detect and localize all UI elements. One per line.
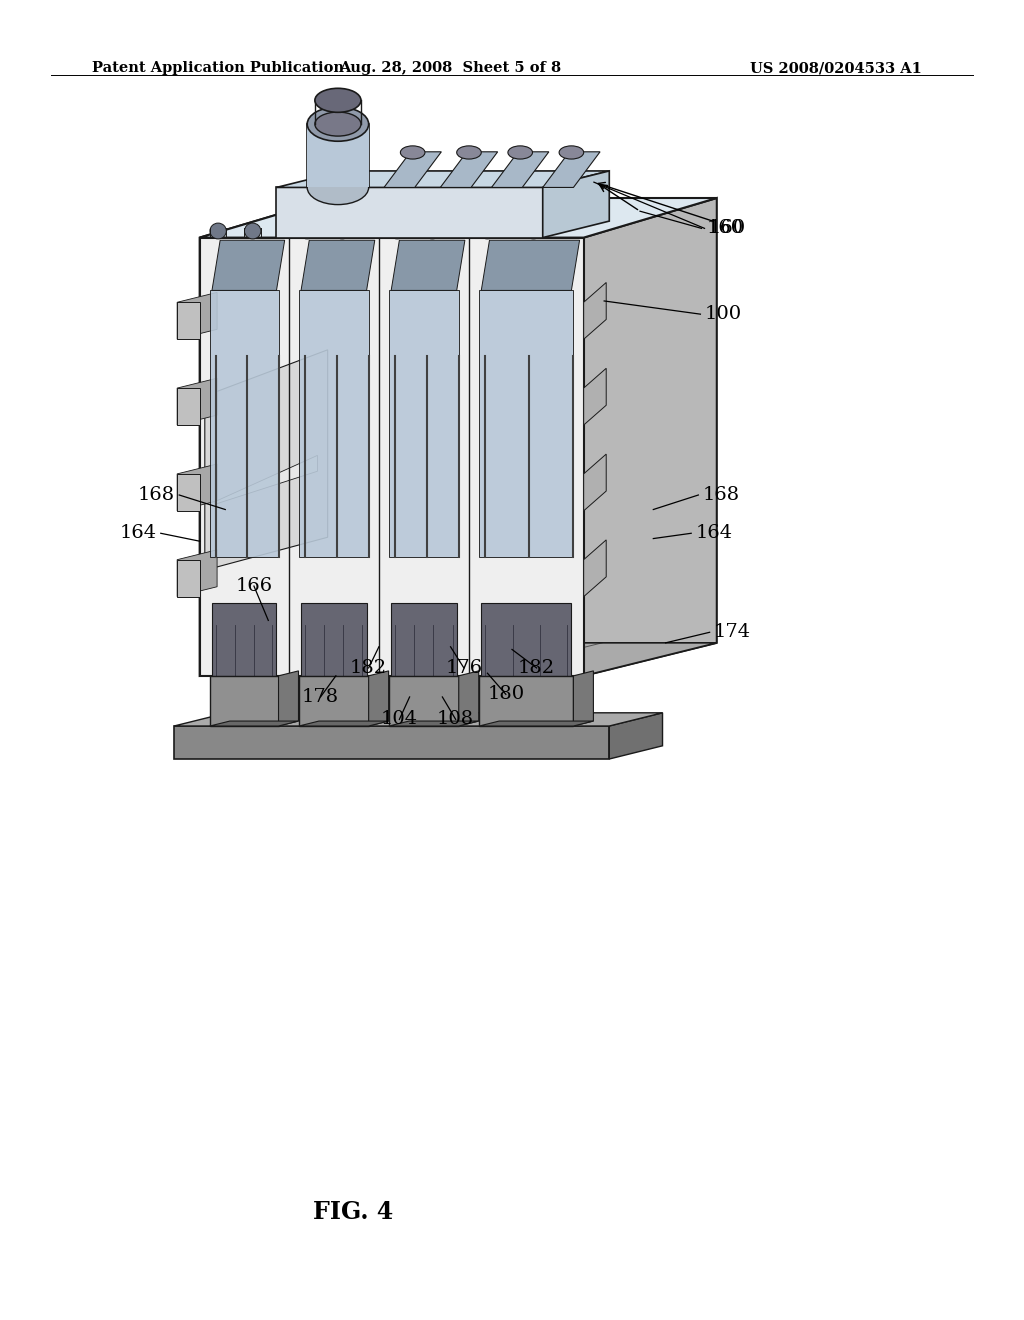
Ellipse shape — [210, 223, 226, 239]
Polygon shape — [573, 671, 593, 726]
Polygon shape — [543, 152, 600, 187]
Polygon shape — [177, 465, 217, 511]
Polygon shape — [584, 282, 606, 339]
Polygon shape — [389, 721, 479, 726]
Text: 168: 168 — [702, 486, 739, 504]
Polygon shape — [212, 240, 285, 290]
Ellipse shape — [315, 88, 361, 112]
Polygon shape — [210, 676, 279, 726]
Polygon shape — [200, 198, 333, 676]
Ellipse shape — [389, 223, 406, 239]
Polygon shape — [200, 238, 584, 676]
Text: 176: 176 — [445, 659, 482, 677]
Polygon shape — [210, 290, 279, 557]
Polygon shape — [210, 721, 299, 726]
Text: 108: 108 — [437, 710, 474, 729]
Polygon shape — [440, 152, 498, 187]
Polygon shape — [479, 676, 573, 726]
Text: Aug. 28, 2008  Sheet 5 of 8: Aug. 28, 2008 Sheet 5 of 8 — [340, 61, 561, 75]
Polygon shape — [200, 643, 717, 676]
Ellipse shape — [307, 107, 369, 141]
Polygon shape — [301, 240, 375, 290]
Ellipse shape — [525, 223, 542, 239]
Polygon shape — [389, 290, 459, 557]
Polygon shape — [391, 240, 465, 290]
Polygon shape — [481, 240, 580, 290]
Text: Patent Application Publication: Patent Application Publication — [92, 61, 344, 75]
Polygon shape — [299, 290, 369, 557]
Text: 104: 104 — [381, 710, 418, 729]
Ellipse shape — [508, 147, 532, 158]
Text: FIG. 4: FIG. 4 — [313, 1200, 393, 1224]
Text: 180: 180 — [487, 685, 524, 704]
Text: 100: 100 — [705, 305, 741, 323]
Polygon shape — [205, 350, 328, 570]
Text: 164: 164 — [120, 524, 157, 543]
Polygon shape — [174, 726, 609, 759]
Text: 164: 164 — [695, 524, 732, 543]
Text: 178: 178 — [302, 688, 339, 706]
Polygon shape — [307, 124, 369, 187]
Polygon shape — [177, 293, 217, 339]
Text: 168: 168 — [138, 486, 175, 504]
Polygon shape — [584, 198, 717, 676]
Polygon shape — [301, 603, 367, 676]
Polygon shape — [177, 379, 217, 425]
Polygon shape — [174, 713, 663, 726]
Text: 182: 182 — [350, 659, 387, 677]
Text: 174: 174 — [714, 623, 751, 642]
Polygon shape — [459, 671, 479, 726]
Polygon shape — [543, 172, 609, 238]
Polygon shape — [215, 455, 317, 504]
Text: 160: 160 — [709, 219, 745, 238]
Polygon shape — [212, 603, 276, 676]
Polygon shape — [177, 560, 200, 597]
Polygon shape — [479, 290, 573, 557]
Polygon shape — [609, 713, 663, 759]
Polygon shape — [200, 198, 717, 238]
Polygon shape — [384, 152, 441, 187]
Text: US 2008/0204533 A1: US 2008/0204533 A1 — [750, 61, 922, 75]
Polygon shape — [276, 172, 609, 187]
Text: 166: 166 — [236, 577, 272, 595]
Polygon shape — [391, 603, 457, 676]
Ellipse shape — [479, 223, 496, 239]
Ellipse shape — [299, 223, 315, 239]
Polygon shape — [299, 721, 389, 726]
Polygon shape — [389, 676, 459, 726]
Polygon shape — [481, 603, 571, 676]
Polygon shape — [177, 549, 217, 597]
Polygon shape — [584, 454, 606, 511]
Ellipse shape — [245, 223, 261, 239]
Polygon shape — [584, 540, 606, 597]
Polygon shape — [279, 671, 299, 726]
Polygon shape — [276, 187, 543, 238]
Polygon shape — [177, 388, 200, 425]
Polygon shape — [177, 302, 200, 339]
Ellipse shape — [334, 223, 350, 239]
Ellipse shape — [424, 223, 440, 239]
Ellipse shape — [559, 147, 584, 158]
Ellipse shape — [307, 170, 369, 205]
Polygon shape — [492, 152, 549, 187]
Text: 160: 160 — [707, 219, 743, 238]
Polygon shape — [479, 721, 593, 726]
Text: 182: 182 — [518, 659, 555, 677]
Ellipse shape — [400, 147, 425, 158]
Polygon shape — [299, 676, 369, 726]
Ellipse shape — [315, 112, 361, 136]
Ellipse shape — [457, 147, 481, 158]
Polygon shape — [177, 474, 200, 511]
Polygon shape — [584, 368, 606, 425]
Polygon shape — [369, 671, 389, 726]
